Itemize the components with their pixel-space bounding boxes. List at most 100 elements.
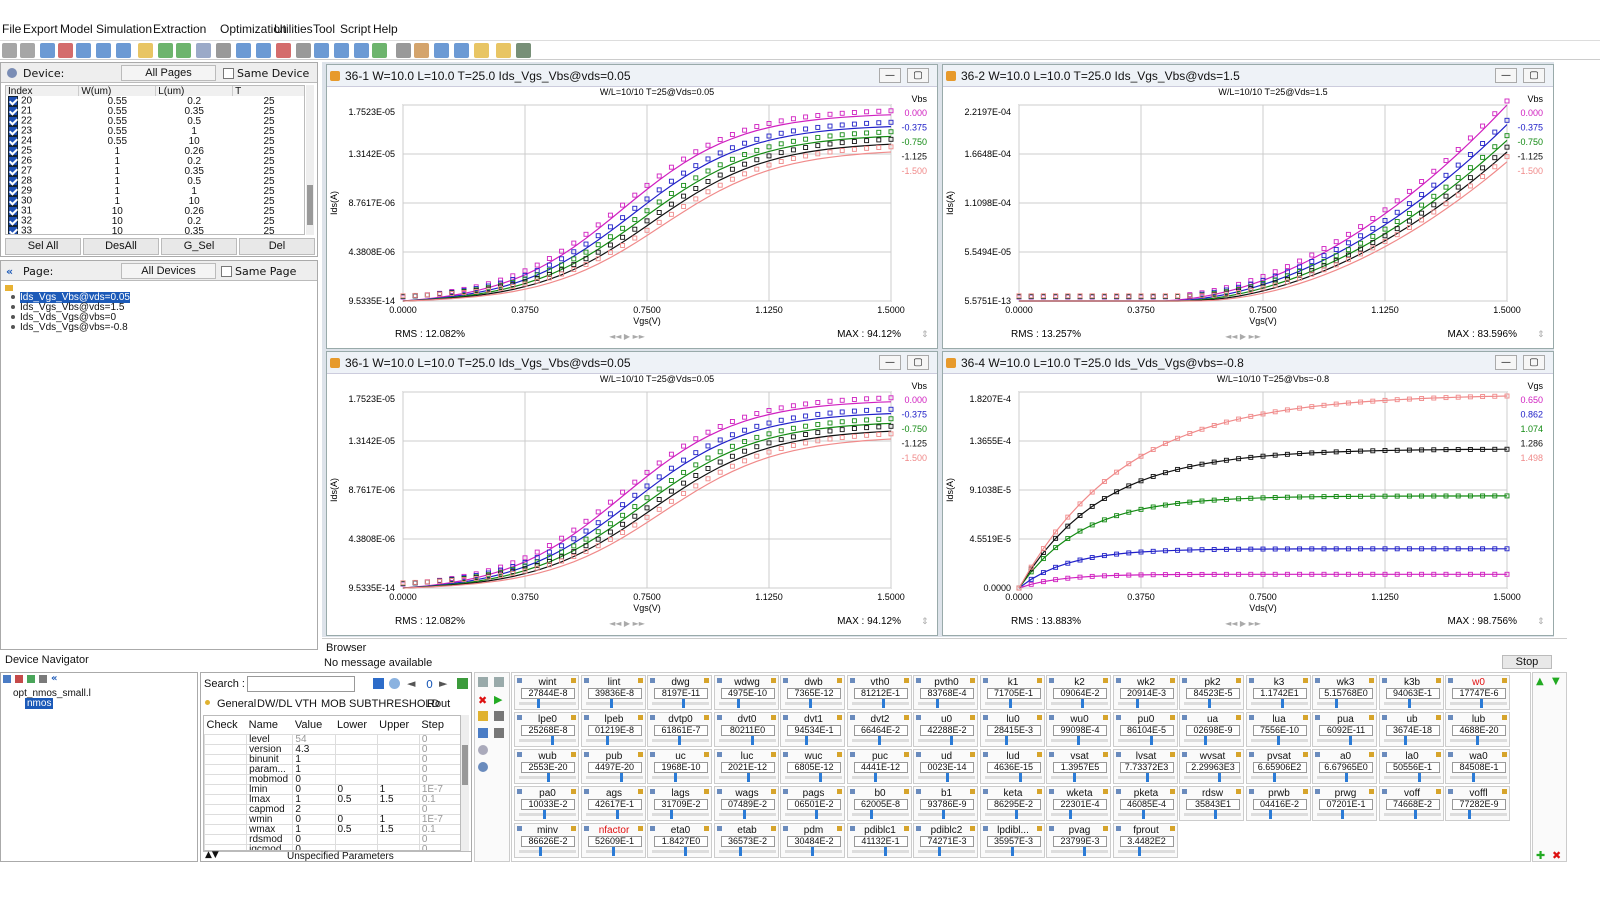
lock-icon[interactable] <box>1502 715 1507 720</box>
param-cell[interactable]: rdsw 35843E1 <box>1179 786 1244 821</box>
param-cell[interactable]: pu0 86104E-5 <box>1112 712 1178 747</box>
table-cell[interactable]: 1 <box>292 794 336 805</box>
table-cell[interactable]: 0 <box>292 784 336 795</box>
param-slider[interactable] <box>785 776 842 779</box>
param-cell[interactable]: w0 17747E-6 <box>1445 675 1510 710</box>
table-cell[interactable]: 1 <box>376 814 420 825</box>
lock-icon[interactable] <box>837 678 842 683</box>
param-slider[interactable] <box>1051 850 1108 853</box>
table-cell[interactable]: 0 <box>292 844 336 850</box>
param-slider[interactable] <box>1317 739 1374 742</box>
param-slider[interactable] <box>718 850 776 853</box>
param-value[interactable]: 2553E-20 <box>521 762 575 773</box>
param-value[interactable]: 31709E-2 <box>654 799 708 810</box>
slider-thumb[interactable] <box>547 773 550 782</box>
save-icon[interactable] <box>478 728 488 738</box>
slider-thumb[interactable] <box>1077 736 1080 745</box>
lock-icon[interactable] <box>1435 678 1441 683</box>
tree-root[interactable]: opt_nmos_small.l <box>13 688 91 699</box>
lock-icon[interactable] <box>1169 752 1175 757</box>
param-value[interactable]: 80211E0 <box>720 725 775 736</box>
lock-icon[interactable] <box>1236 752 1241 757</box>
param-value[interactable]: 1.3957E5 <box>1053 762 1107 773</box>
param-cell[interactable]: pub 4497E-20 <box>580 749 646 784</box>
table-row[interactable]: 20 0.55 0.2 25 <box>6 96 304 106</box>
param-value[interactable]: 6092E-11 <box>1319 725 1373 736</box>
param-value[interactable]: 22301E-4 <box>1053 799 1107 810</box>
param-cell[interactable]: wags 07489E-2 <box>713 786 779 821</box>
param-slider[interactable] <box>585 813 643 816</box>
row-checkbox[interactable] <box>8 226 18 234</box>
param-slider[interactable] <box>519 739 576 742</box>
menu-file[interactable]: File <box>2 22 22 36</box>
check-cell[interactable] <box>204 794 248 805</box>
export-icon[interactable] <box>176 43 191 58</box>
param-slider[interactable] <box>984 776 1042 779</box>
sel-all-button[interactable]: Sel All <box>5 238 81 255</box>
lock-icon[interactable] <box>1036 715 1042 720</box>
param-slider[interactable] <box>1117 739 1175 742</box>
grid-icon[interactable] <box>494 728 504 738</box>
param-cell[interactable]: luc 2021E-12 <box>713 749 779 784</box>
param-value[interactable]: 1968E-10 <box>654 762 708 773</box>
slider-thumb[interactable] <box>1280 699 1284 708</box>
lock-icon[interactable] <box>637 789 643 794</box>
param-slider[interactable] <box>519 813 576 816</box>
slider-thumb[interactable] <box>746 773 750 782</box>
param-value[interactable]: 4636E-15 <box>986 762 1041 773</box>
lock-icon[interactable] <box>704 715 709 720</box>
menu-simulation[interactable]: Simulation <box>96 22 153 36</box>
slider-thumb[interactable] <box>1218 773 1221 782</box>
book-icon[interactable] <box>396 43 411 58</box>
search-input[interactable] <box>247 676 355 692</box>
slider-thumb[interactable] <box>1268 810 1272 819</box>
slider-thumb[interactable] <box>1476 736 1479 745</box>
settings-icon[interactable] <box>478 745 488 755</box>
table-row[interactable]: wmax 1 0.5 1.5 0.1 <box>204 824 460 835</box>
slider-thumb[interactable] <box>1407 699 1411 708</box>
param-value[interactable]: 61861E-7 <box>654 725 708 736</box>
row-checkbox[interactable] <box>8 106 18 116</box>
table-cell[interactable]: 2 <box>292 804 336 815</box>
column-header[interactable]: Lower <box>337 719 367 731</box>
doc-icon[interactable] <box>236 43 251 58</box>
run-icon[interactable] <box>457 678 468 689</box>
param-slider[interactable] <box>1184 776 1241 779</box>
param-slider[interactable] <box>1250 702 1308 705</box>
collapse-icon[interactable]: ▲▼ <box>205 850 219 860</box>
param-cell[interactable]: ags 42617E-1 <box>580 786 646 821</box>
param-value[interactable]: 36573E-2 <box>720 836 775 847</box>
table-cell[interactable]: 1 <box>292 754 336 765</box>
lock-icon[interactable] <box>970 678 975 683</box>
param-cell[interactable]: a0 6.67965E0 <box>1312 749 1377 784</box>
param-cell[interactable]: wk3 5.15768E0 <box>1312 675 1377 710</box>
param-value[interactable]: 99098E-4 <box>1053 725 1107 736</box>
param-slider[interactable] <box>1383 739 1441 742</box>
table-cell[interactable]: 0 <box>418 774 460 785</box>
slider-thumb[interactable] <box>819 773 822 782</box>
param-value[interactable]: 35843E1 <box>1186 799 1240 810</box>
param-value[interactable]: 7.73372E3 <box>1119 762 1174 773</box>
minimize-button[interactable]: — <box>1495 68 1517 83</box>
param-cell[interactable]: dwg 8197E-11 <box>647 675 712 710</box>
slider-thumb[interactable] <box>1335 699 1338 708</box>
play-icon[interactable]: ▶ <box>494 693 503 706</box>
table-cell[interactable]: 1.5 <box>376 824 420 835</box>
tune-icon[interactable] <box>494 711 504 721</box>
param-cell[interactable]: pketa 46085E-4 <box>1112 786 1178 821</box>
lock-icon[interactable] <box>1302 752 1308 757</box>
param-value[interactable]: 93786E-9 <box>920 799 974 810</box>
param-value[interactable]: 39836E-8 <box>587 688 642 699</box>
slider-thumb[interactable] <box>942 810 945 819</box>
copy-icon[interactable] <box>454 43 469 58</box>
lock-icon[interactable] <box>1103 715 1108 720</box>
param-cell[interactable]: voffl 77282E-9 <box>1445 786 1510 821</box>
slider-thumb[interactable] <box>738 847 742 856</box>
table-cell[interactable]: 0 <box>334 814 378 825</box>
table-row[interactable]: 32 10 0.2 25 <box>6 216 304 226</box>
param-cell[interactable]: b1 93786E-9 <box>913 786 978 821</box>
slider-thumb[interactable] <box>1149 736 1153 745</box>
lock-icon[interactable] <box>1435 789 1441 794</box>
param-cell[interactable]: dvtp0 61861E-7 <box>647 712 712 747</box>
slider-thumb[interactable] <box>1345 773 1348 782</box>
